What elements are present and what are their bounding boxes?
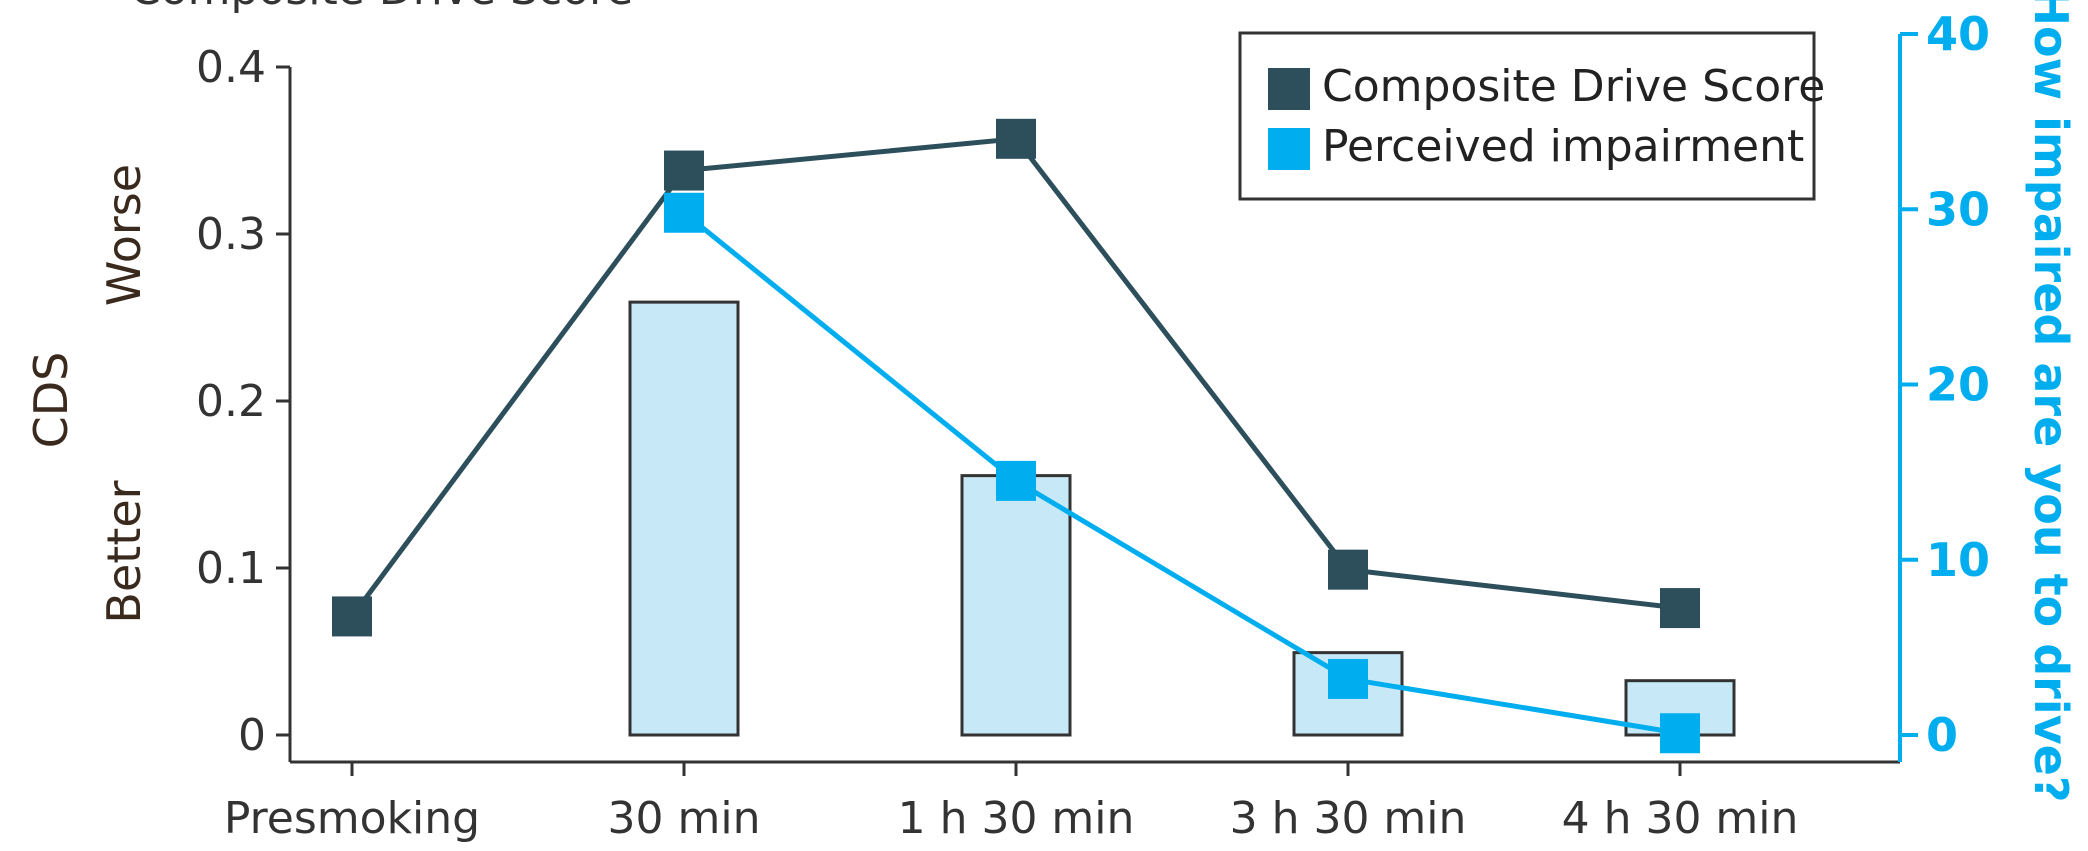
x-axis-tick-label: 1 h 30 min bbox=[898, 793, 1135, 844]
legend-label-perceived: Perceived impairment bbox=[1322, 121, 1804, 172]
right-axis-tick-label: 40 bbox=[1926, 7, 1990, 61]
x-axis-tick-label: 4 h 30 min bbox=[1562, 793, 1799, 844]
composite-drive-score-point bbox=[1328, 549, 1368, 590]
right-axis-tick-label: 10 bbox=[1926, 533, 1990, 587]
impairment-bar bbox=[960, 474, 1072, 737]
left-axis-label: CDS bbox=[24, 352, 78, 449]
legend-box bbox=[1238, 31, 1816, 201]
perceived-impairment-point bbox=[1660, 713, 1700, 754]
bar-layer bbox=[628, 300, 1736, 737]
chart-title: Composite Drive Score bbox=[130, 0, 633, 15]
perceived-impairment-line bbox=[682, 210, 1681, 736]
perceived-impairment-point bbox=[664, 192, 704, 233]
right-axis-label: How impaired are you to drive? bbox=[2024, 0, 2078, 803]
perceived-impairment-point bbox=[996, 460, 1036, 501]
line-layer bbox=[332, 118, 1700, 754]
axes: 0 0.1 0.2 0.3 0.4 Presmoking 30 min 1 h 30 min 3… bbox=[196, 7, 1990, 844]
right-axis-tick-label: 0 bbox=[1926, 708, 1958, 762]
x-axis-tick-label: 3 h 30 min bbox=[1230, 793, 1467, 844]
left-axis-tick-label: 0.1 bbox=[196, 543, 266, 594]
x-axis-tick-label: Presmoking bbox=[224, 793, 480, 844]
perceived-impairment-point bbox=[1328, 658, 1368, 699]
left-axis-tick-label: 0 bbox=[238, 710, 266, 761]
composite-drive-score-point bbox=[1660, 588, 1700, 629]
better-label: Better bbox=[97, 480, 151, 623]
composite-drive-score-point bbox=[664, 150, 704, 191]
left-axis-tick-label: 0.3 bbox=[196, 209, 266, 260]
right-axis-tick-label: 30 bbox=[1926, 182, 1990, 236]
impairment-bar bbox=[628, 300, 740, 737]
composite-drive-score-point bbox=[996, 118, 1036, 159]
legend-swatch-perceived bbox=[1268, 128, 1310, 170]
left-axis-tick-label: 0.2 bbox=[196, 376, 266, 427]
worse-label: Worse bbox=[97, 164, 151, 306]
legend: Composite Drive Score Perceived impairme… bbox=[1238, 31, 1825, 201]
left-axis-tick-label: 0.4 bbox=[196, 42, 266, 93]
x-axis-tick-label: 30 min bbox=[608, 793, 761, 844]
composite-drive-score-point bbox=[332, 596, 372, 637]
right-axis-tick-label: 20 bbox=[1926, 358, 1990, 412]
legend-label-cds: Composite Drive Score bbox=[1322, 61, 1825, 112]
legend-swatch-cds bbox=[1268, 68, 1310, 110]
